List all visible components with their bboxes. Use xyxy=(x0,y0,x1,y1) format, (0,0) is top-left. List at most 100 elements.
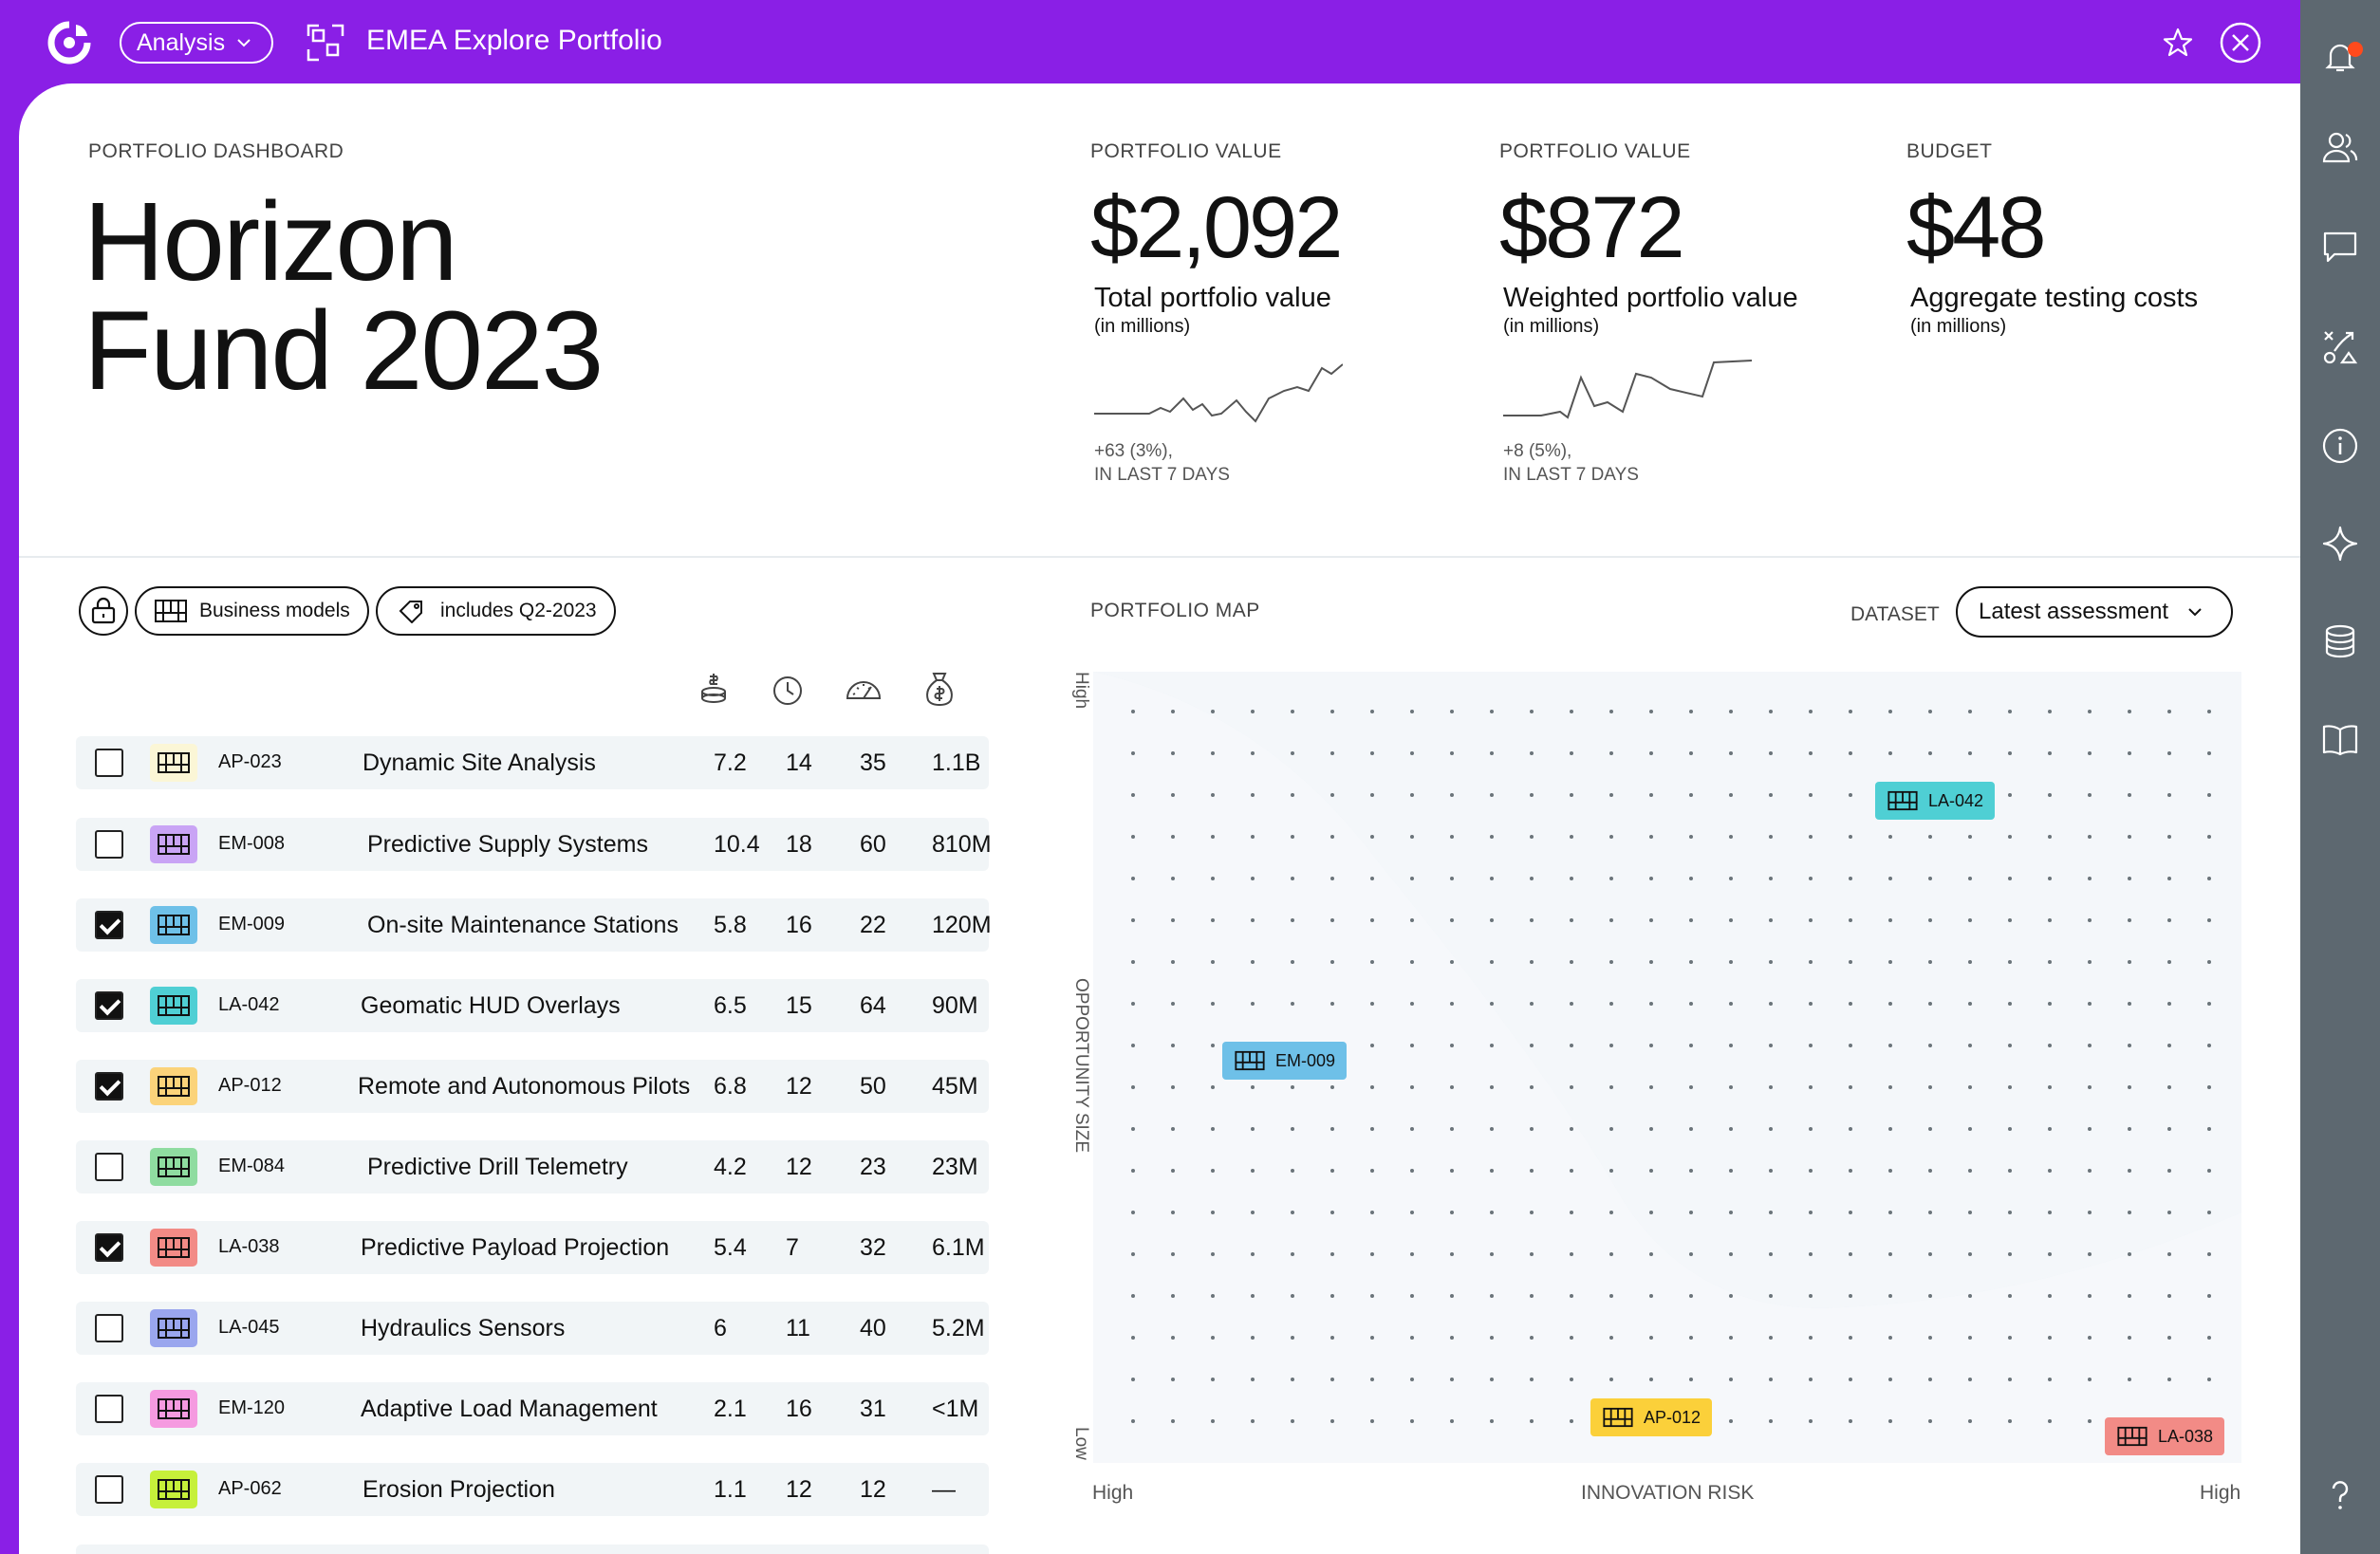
row-code: EM-120 xyxy=(218,1397,286,1418)
sparkline-weighted xyxy=(1503,360,1753,419)
row-code: AP-012 xyxy=(218,1075,282,1096)
book-icon[interactable] xyxy=(2321,721,2359,759)
table-row[interactable]: AP-062 Erosion Projection 1.1 12 12 — xyxy=(76,1463,989,1516)
row-risk: 22 xyxy=(860,912,886,938)
row-risk: 64 xyxy=(860,992,886,1019)
info-icon[interactable] xyxy=(2321,427,2359,465)
portfolio-map: LA-042 EM-009 AP-012 LA-038 xyxy=(1093,672,2241,1463)
row-checkbox[interactable] xyxy=(95,749,123,777)
star-icon[interactable] xyxy=(2162,27,2194,59)
row-cost: 6.8 xyxy=(714,1073,747,1100)
business-model-icon xyxy=(150,744,197,782)
stat-label: Weighted portfolio value xyxy=(1503,283,1798,313)
lock-icon xyxy=(91,597,116,624)
row-risk: 12 xyxy=(860,1476,886,1503)
row-checkbox[interactable] xyxy=(95,1314,123,1342)
business-model-icon xyxy=(150,987,197,1025)
business-model-icon xyxy=(150,906,197,944)
strategy-icon[interactable] xyxy=(2321,328,2359,366)
row-code: EM-009 xyxy=(218,914,286,934)
database-icon[interactable] xyxy=(2321,622,2359,660)
gauge-icon xyxy=(846,681,882,699)
row-checkbox[interactable] xyxy=(95,1233,123,1262)
main-panel: PORTFOLIO DASHBOARD Horizon Fund 2023 PO… xyxy=(19,83,2300,1554)
dataset-label: DATASET xyxy=(1850,603,1940,625)
table-row[interactable]: EM-009 On-site Maintenance Stations 5.8 16 2… xyxy=(76,898,992,952)
row-checkbox[interactable] xyxy=(95,1475,123,1504)
row-cost: 5.8 xyxy=(714,912,747,938)
business-model-icon xyxy=(150,1309,197,1347)
row-time: 7 xyxy=(786,1234,799,1261)
dataset-value: Latest assessment xyxy=(1979,599,2169,624)
table-row[interactable]: EM-084 Predictive Drill Telemetry 4.2 12 23 2… xyxy=(76,1140,989,1193)
lock-filter-button[interactable] xyxy=(79,586,128,636)
business-models-chip[interactable]: Business models xyxy=(135,586,369,636)
row-risk: 23 xyxy=(860,1154,886,1180)
row-code: LA-045 xyxy=(218,1317,280,1338)
map-marker[interactable]: AP-012 xyxy=(1590,1398,1713,1436)
row-checkbox[interactable] xyxy=(95,1395,123,1423)
row-checkbox[interactable] xyxy=(95,1072,123,1101)
table-row[interactable]: LA-045 Hydraulics Sensors 6 11 40 5.2M xyxy=(76,1302,989,1355)
stat-delta-value: +8 (5%), xyxy=(1503,441,1572,461)
money-bag-icon xyxy=(926,673,953,707)
section-divider xyxy=(19,556,2300,558)
chevron-down-icon xyxy=(2188,608,2202,617)
map-background xyxy=(1093,672,2241,1463)
sparkline-total xyxy=(1094,363,1344,423)
close-icon[interactable] xyxy=(2219,21,2262,65)
row-checkbox[interactable] xyxy=(95,991,123,1020)
stat-delta: +63 (3%), IN LAST 7 DAYS xyxy=(1094,439,1343,487)
table-row[interactable]: LA-038 Predictive Payload Projection 5.4 7 3… xyxy=(76,1221,989,1274)
stat-budget: BUDGET $48 Aggregate testing costs (in m… xyxy=(1906,140,2198,338)
help-icon[interactable] xyxy=(2321,1476,2359,1514)
dataset-select[interactable]: Latest assessment xyxy=(1956,586,2233,638)
stat-value: $872 xyxy=(1499,179,1685,276)
chat-icon[interactable] xyxy=(2321,228,2359,266)
row-name: Predictive Payload Projection xyxy=(361,1234,670,1261)
app-logo-icon[interactable] xyxy=(47,21,91,65)
chip-label: Business models xyxy=(199,600,350,621)
page-title-line2: Fund 2023 xyxy=(84,288,604,414)
bell-icon[interactable] xyxy=(2321,38,2359,76)
row-code: LA-038 xyxy=(218,1236,280,1257)
map-marker[interactable]: LA-038 xyxy=(2105,1417,2225,1455)
row-time: 12 xyxy=(786,1154,812,1180)
stat-total-portfolio: PORTFOLIO VALUE $2,092 Total portfolio v… xyxy=(1090,140,1344,487)
table-row[interactable]: LA-042 Geomatic HUD Overlays 6.5 15 64 90M xyxy=(76,979,989,1032)
table-row-partial xyxy=(76,1545,989,1554)
stat-delta: +8 (5%), IN LAST 7 DAYS xyxy=(1503,439,1798,487)
stat-unit: (in millions) xyxy=(1094,316,1191,337)
row-code: LA-042 xyxy=(218,994,280,1015)
row-checkbox[interactable] xyxy=(95,830,123,859)
row-code: AP-062 xyxy=(218,1478,282,1499)
business-model-icon xyxy=(150,1471,197,1508)
page-title: Horizon Fund 2023 xyxy=(84,186,604,414)
table-row[interactable]: EM-120 Adaptive Load Management 2.1 16 31 <1M xyxy=(76,1382,989,1435)
row-time: 12 xyxy=(786,1073,812,1100)
map-marker[interactable]: LA-042 xyxy=(1875,782,1996,820)
map-marker[interactable]: EM-009 xyxy=(1222,1042,1348,1080)
y-axis-title: OPPORTUNITY SIZE xyxy=(1071,978,1091,1154)
analysis-label: Analysis xyxy=(137,28,226,56)
row-checkbox[interactable] xyxy=(95,1153,123,1181)
table-row[interactable]: EM-008 Predictive Supply Systems 10.4 18 60 8… xyxy=(76,818,992,871)
row-time: 11 xyxy=(786,1315,810,1341)
row-checkbox[interactable] xyxy=(95,911,123,939)
sparkle-icon[interactable] xyxy=(2321,525,2359,563)
table-row[interactable]: AP-023 Dynamic Site Analysis 7.2 14 35 1.1B xyxy=(76,736,989,789)
period-chip[interactable]: includes Q2-2023 xyxy=(376,586,616,636)
map-marker-label: EM-009 xyxy=(1275,1050,1336,1070)
table-row[interactable]: AP-012 Remote and Autonomous Pilots 6.8 12 5… xyxy=(76,1060,989,1113)
analysis-dropdown[interactable]: Analysis xyxy=(120,22,273,64)
clock-icon xyxy=(773,676,802,705)
row-risk: 40 xyxy=(860,1315,886,1341)
x-axis-right: High xyxy=(2200,1482,2241,1504)
project-grid-icon xyxy=(307,24,344,62)
users-icon[interactable] xyxy=(2321,129,2359,167)
row-name: Predictive Supply Systems xyxy=(367,831,648,858)
stat-kicker: BUDGET xyxy=(1906,140,1993,162)
row-cost: 5.4 xyxy=(714,1234,747,1261)
notification-dot xyxy=(2348,42,2363,57)
coins-icon xyxy=(701,674,726,703)
